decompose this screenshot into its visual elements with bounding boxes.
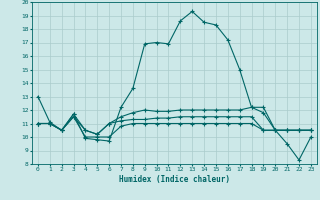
X-axis label: Humidex (Indice chaleur): Humidex (Indice chaleur): [119, 175, 230, 184]
